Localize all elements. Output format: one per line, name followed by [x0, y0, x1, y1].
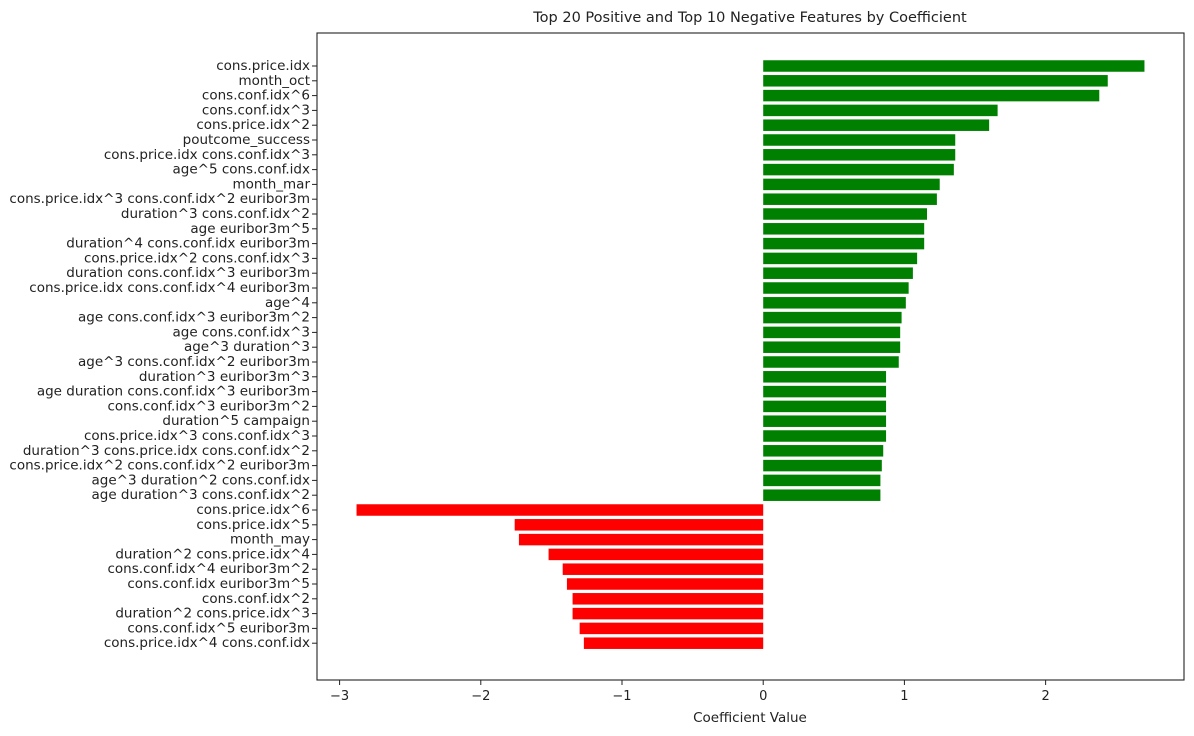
y-tick-label: duration^3 cons.price.idx cons.conf.idx^…	[23, 443, 310, 459]
bar	[763, 400, 887, 413]
bar	[763, 104, 998, 117]
bar	[763, 223, 925, 235]
y-tick-label: age duration cons.conf.idx^3 euribor3m	[37, 384, 310, 400]
bar	[763, 489, 881, 501]
bar	[763, 149, 956, 161]
bar	[763, 75, 1108, 87]
bar	[763, 267, 913, 279]
bar	[562, 563, 764, 575]
x-axis-label: Coefficient Value	[693, 710, 807, 726]
bar	[763, 119, 990, 131]
bar	[566, 578, 764, 590]
bar	[763, 89, 1100, 102]
bar	[763, 193, 937, 205]
y-tick-label: poutcome_success	[183, 132, 310, 148]
bar	[763, 371, 887, 383]
x-tick-label: 0	[759, 689, 767, 704]
y-tick-label: age euribor3m^5	[190, 221, 310, 237]
plot-frame	[316, 32, 1185, 681]
y-tick-label: duration^2 cons.price.idx^4	[115, 546, 310, 562]
y-tick-label: month_oct	[238, 73, 310, 89]
bar	[763, 163, 954, 176]
bar	[763, 237, 925, 250]
bar	[763, 341, 901, 353]
y-tick-label: cons.conf.idx^3 euribor3m^2	[107, 398, 310, 414]
y-tick-label: cons.price.idx^2 cons.conf.idx^3	[84, 250, 310, 266]
bar	[572, 607, 764, 620]
bar	[763, 385, 887, 398]
bar	[763, 459, 882, 472]
y-tick-label: duration^3 cons.conf.idx^2	[121, 206, 310, 222]
y-tick-label: cons.price.idx^4 cons.conf.idx	[104, 635, 310, 651]
bar	[763, 474, 881, 487]
y-tick-label: cons.price.idx^2	[196, 117, 310, 133]
y-tick-label: age^5 cons.conf.idx	[172, 162, 310, 178]
y-tick-label: cons.price.idx^2 cons.conf.idx^2 euribor…	[9, 458, 310, 474]
y-tick-label: duration^3 euribor3m^3	[139, 369, 310, 385]
chart-title: Top 20 Positive and Top 10 Negative Feat…	[532, 10, 967, 26]
y-tick-label: cons.conf.idx^2	[202, 591, 310, 607]
y-tick-label: age^3 duration^3	[184, 339, 310, 355]
y-tick-label: duration cons.conf.idx^3 euribor3m	[66, 265, 310, 281]
y-tick-label: cons.price.idx	[216, 58, 310, 74]
bar	[763, 356, 899, 368]
bar	[763, 415, 887, 427]
bar	[763, 252, 918, 265]
x-tick-label: −3	[330, 689, 349, 704]
y-tick-label: cons.conf.idx^6	[202, 88, 310, 104]
y-tick-label: duration^2 cons.price.idx^3	[115, 606, 310, 622]
x-tick-label: 2	[1041, 689, 1049, 704]
bar	[763, 60, 1145, 72]
y-tick-label: age duration^3 cons.conf.idx^2	[91, 487, 310, 503]
bar	[583, 637, 764, 649]
bar	[763, 178, 940, 191]
bar	[763, 134, 956, 146]
y-tick-label: cons.conf.idx^5 euribor3m	[127, 620, 310, 636]
y-tick-label: cons.price.idx^5	[196, 517, 310, 533]
y-tick-label: age cons.conf.idx^3	[172, 324, 310, 340]
y-tick-label: cons.conf.idx^3	[202, 102, 310, 118]
y-tick-label: cons.conf.idx^4 euribor3m^2	[107, 561, 310, 577]
y-tick-label: age^4	[265, 295, 310, 311]
bar	[763, 430, 887, 442]
y-tick-label: cons.price.idx^6	[196, 502, 310, 518]
bar	[763, 297, 906, 309]
y-tick-label: duration^4 cons.conf.idx euribor3m	[66, 236, 310, 252]
bar	[763, 445, 884, 457]
bar	[579, 622, 764, 635]
x-tick-label: −2	[471, 689, 490, 704]
y-tick-label: age^3 cons.conf.idx^2 euribor3m	[78, 354, 310, 370]
bar	[763, 208, 928, 220]
y-tick-label: duration^5 campaign	[162, 413, 310, 429]
y-tick-label: month_mar	[232, 176, 310, 192]
bar	[356, 504, 764, 516]
y-tick-label: cons.price.idx^3 cons.conf.idx^3	[84, 428, 310, 444]
bar	[763, 311, 902, 324]
y-tick-label: age^3 duration^2 cons.conf.idx	[91, 472, 310, 488]
bar	[763, 326, 901, 339]
y-tick-label: cons.price.idx cons.conf.idx^3	[104, 147, 310, 163]
bar	[572, 593, 764, 605]
bar	[763, 282, 909, 294]
bar	[518, 533, 764, 546]
bar	[548, 548, 764, 561]
y-tick-label: cons.price.idx cons.conf.idx^4 euribor3m	[29, 280, 310, 296]
y-tick-label: age cons.conf.idx^3 euribor3m^2	[78, 310, 310, 326]
y-tick-label: cons.price.idx^3 cons.conf.idx^2 euribor…	[9, 191, 310, 207]
x-tick-label: 1	[900, 689, 908, 704]
y-tick-label: month_may	[230, 532, 310, 548]
bar	[514, 519, 764, 531]
y-tick-label: cons.conf.idx euribor3m^5	[127, 576, 310, 592]
x-tick-label: −1	[612, 689, 631, 704]
